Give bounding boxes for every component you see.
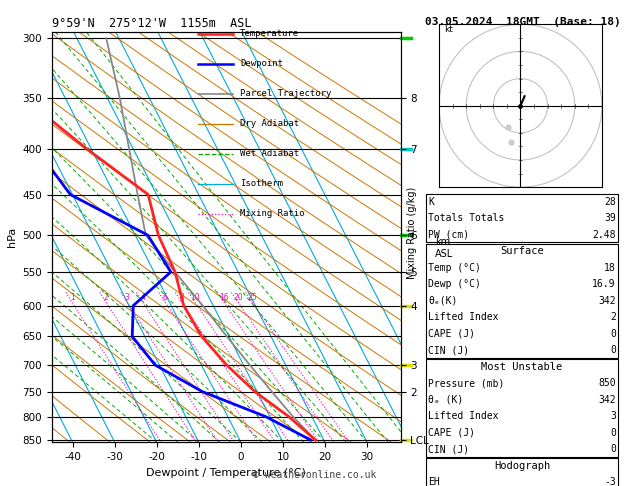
Text: 3: 3: [610, 411, 616, 421]
Text: 0: 0: [610, 329, 616, 339]
Text: PW (cm): PW (cm): [428, 230, 469, 240]
Text: Wet Adiabat: Wet Adiabat: [240, 149, 299, 158]
Text: 1: 1: [70, 294, 74, 302]
Text: 28: 28: [604, 197, 616, 207]
Text: 2: 2: [104, 294, 109, 302]
Text: 10: 10: [191, 294, 200, 302]
Text: 03.05.2024  18GMT  (Base: 18): 03.05.2024 18GMT (Base: 18): [425, 17, 620, 27]
Text: 20: 20: [233, 294, 243, 302]
Text: Dewp (°C): Dewp (°C): [428, 279, 481, 289]
Text: -3: -3: [604, 477, 616, 486]
Text: Parcel Trajectory: Parcel Trajectory: [240, 89, 331, 98]
Text: Isotherm: Isotherm: [240, 179, 283, 188]
Text: 342: 342: [598, 395, 616, 405]
Text: Temp (°C): Temp (°C): [428, 263, 481, 273]
Text: 8: 8: [179, 294, 184, 302]
Text: Surface: Surface: [500, 246, 544, 256]
Text: CAPE (J): CAPE (J): [428, 329, 476, 339]
Text: θₑ (K): θₑ (K): [428, 395, 464, 405]
Text: 3: 3: [125, 294, 130, 302]
Text: Lifted Index: Lifted Index: [428, 411, 499, 421]
Text: © weatheronline.co.uk: © weatheronline.co.uk: [253, 470, 376, 480]
Text: 850: 850: [598, 378, 616, 388]
Text: 6: 6: [163, 294, 168, 302]
Text: 2: 2: [610, 312, 616, 322]
Text: Most Unstable: Most Unstable: [481, 362, 563, 372]
X-axis label: Dewpoint / Temperature (°C): Dewpoint / Temperature (°C): [146, 468, 306, 478]
Text: 0: 0: [610, 346, 616, 355]
Text: Hodograph: Hodograph: [494, 461, 550, 470]
Text: 0: 0: [610, 428, 616, 438]
Text: 25: 25: [248, 294, 257, 302]
Text: K: K: [428, 197, 434, 207]
Text: Mixing Ratio: Mixing Ratio: [240, 209, 304, 218]
Text: 342: 342: [598, 296, 616, 306]
Text: Pressure (mb): Pressure (mb): [428, 378, 504, 388]
Text: Lifted Index: Lifted Index: [428, 312, 499, 322]
Y-axis label: km
ASL: km ASL: [435, 237, 453, 259]
Text: 16.9: 16.9: [593, 279, 616, 289]
Text: 9°59'N  275°12'W  1155m  ASL: 9°59'N 275°12'W 1155m ASL: [52, 17, 251, 31]
Text: EH: EH: [428, 477, 440, 486]
Text: 18: 18: [604, 263, 616, 273]
Text: CAPE (J): CAPE (J): [428, 428, 476, 438]
Text: CIN (J): CIN (J): [428, 444, 469, 454]
Text: 2.48: 2.48: [593, 230, 616, 240]
Text: Dry Adiabat: Dry Adiabat: [240, 119, 299, 128]
Text: 39: 39: [604, 213, 616, 224]
Text: θₑ(K): θₑ(K): [428, 296, 458, 306]
Text: Temperature: Temperature: [240, 29, 299, 38]
Text: 0: 0: [610, 444, 616, 454]
Text: kt: kt: [445, 25, 454, 35]
Text: CIN (J): CIN (J): [428, 346, 469, 355]
Text: Dewpoint: Dewpoint: [240, 59, 283, 68]
Text: Mixing Ratio (g/kg): Mixing Ratio (g/kg): [407, 187, 417, 279]
Text: 4: 4: [140, 294, 145, 302]
Text: 16: 16: [219, 294, 229, 302]
Y-axis label: hPa: hPa: [6, 227, 16, 247]
Text: Totals Totals: Totals Totals: [428, 213, 504, 224]
